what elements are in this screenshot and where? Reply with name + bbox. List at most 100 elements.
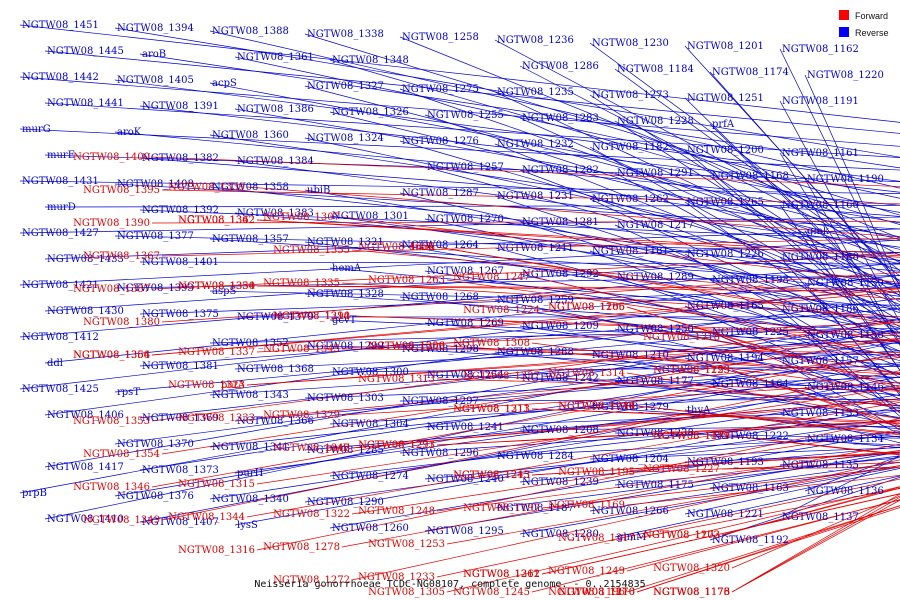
reverse-gene-label: NGTW08_1338 [307, 29, 384, 40]
reverse-gene-label: NGTW08_1340 [212, 494, 289, 505]
forward-gene-label: NGTW08_1312 [463, 569, 540, 580]
reverse-connector [304, 419, 900, 503]
reverse-gene-label: NGTW08_1259 [497, 295, 574, 306]
reverse-connector [114, 79, 900, 182]
reverse-gene-label: NGTW08_1260 [332, 523, 409, 534]
reverse-connector [114, 275, 900, 289]
forward-gene-label: NGTW08_1313 [358, 374, 435, 385]
forward-connector [256, 219, 900, 258]
reverse-connector [779, 152, 900, 347]
reverse-gene-label: NGTW08_1326 [332, 107, 409, 118]
forward-gene-label: NGTW08_1364 [73, 350, 150, 361]
forward-gene-label: NGTW08_1247 [453, 272, 530, 283]
reverse-connector [139, 53, 900, 169]
reverse-connector [709, 435, 900, 446]
reverse-gene-label: NGTW08_1239 [522, 477, 599, 488]
reverse-connector [329, 388, 900, 425]
forward-connector [436, 378, 900, 392]
forward-gene-label: NGTW08_1170 [558, 587, 635, 598]
forward-gene-label: NGTW08_1272 [273, 575, 350, 586]
reverse-connector [399, 296, 900, 356]
reverse-connector [139, 331, 900, 419]
legend-forward-swatch [839, 10, 849, 20]
forward-connector [246, 401, 900, 518]
forward-gene-label: NGTW08_1315 [178, 479, 255, 490]
reverse-connector [424, 374, 900, 389]
reverse-connector [139, 308, 900, 367]
forward-connector [541, 493, 900, 575]
reverse-connector [139, 157, 900, 217]
reverse-gene-label: NGTW08_1269 [427, 318, 504, 329]
reverse-gene-label: NGTW08_1382 [142, 153, 219, 164]
forward-connector [436, 478, 900, 578]
forward-gene-label: NGTW08_1173 [653, 587, 730, 598]
reverse-gene-label: NGTW08_1209 [522, 321, 599, 332]
reverse-gene-label: NGTW08_1238 [617, 428, 694, 439]
reverse-gene-label: NGTW08_1383 [237, 208, 314, 219]
reverse-connector [114, 183, 900, 230]
forward-gene-label: NGTW08_1294 [273, 311, 350, 322]
reverse-gene-label: NGTW08_1441 [47, 98, 124, 109]
reverse-gene-label: NGTW08_1343 [212, 390, 289, 401]
reverse-gene-label: hemA [332, 263, 362, 274]
forward-gene-label: NGTW08_1271 [358, 440, 435, 451]
forward-connector [626, 505, 900, 593]
forward-connector [731, 369, 900, 426]
reverse-gene-label: NGTW08_1392 [142, 205, 219, 216]
reverse-connector [304, 85, 900, 241]
reverse-gene-label: NGTW08_1321 [307, 237, 384, 248]
forward-gene-label: NGTW08_1256 [368, 341, 445, 352]
reverse-connector [614, 120, 900, 303]
forward-gene-label: NGTW08_1309 [368, 341, 445, 352]
forward-gene-label: NGTW08_1253 [368, 539, 445, 550]
forward-gene-label: NGTW08_1199 [653, 365, 730, 376]
reverse-gene-label: NGTW08_1301 [332, 211, 409, 222]
reverse-gene-label: NGTW08_1188 [782, 252, 859, 263]
reverse-gene-label: gmk [807, 226, 830, 237]
forward-connector [636, 488, 900, 539]
reverse-gene-label: NGTW08_1279 [592, 402, 669, 413]
reverse-connector [614, 172, 900, 328]
forward-gene-label: NGTW08_1263 [368, 275, 445, 286]
forward-connector [436, 450, 900, 512]
legend-reverse-label: Reverse [855, 28, 889, 38]
reverse-connector [114, 319, 900, 393]
forward-connector [636, 462, 900, 473]
reverse-gene-label: NGTW08_1268 [402, 292, 479, 303]
reverse-gene-label: NGTW08_1298 [402, 344, 479, 355]
reverse-connector [804, 74, 900, 288]
reverse-gene-label: NGTW08_1228 [617, 116, 694, 127]
forward-connector [246, 338, 900, 386]
reverse-gene-label: NGTW08_1133 [782, 408, 859, 419]
reverse-gene-label: NGTW08_1451 [22, 20, 99, 31]
reverse-connector [494, 351, 900, 396]
reverse-gene-label: NGTW08_1273 [592, 90, 669, 101]
reverse-gene-label: NGTW08_1430 [47, 306, 124, 317]
reverse-connector [234, 406, 900, 526]
reverse-gene-label: NGTW08_1328 [307, 289, 384, 300]
reverse-gene-label: NGTW08_1226 [687, 249, 764, 260]
forward-gene-label: NGTW08_1223 [653, 365, 730, 376]
forward-gene-label: NGTW08_1347 [273, 443, 350, 454]
forward-gene-label: NGTW08_1215 [453, 470, 530, 481]
reverse-connector [494, 39, 900, 256]
reverse-gene-label: NGTW08_1327 [307, 81, 384, 92]
forward-gene-label: NGTW08_1196 [548, 587, 625, 598]
reverse-gene-label: NGTW08_1388 [212, 26, 289, 37]
reverse-gene-label: NGTW08_1174 [712, 67, 789, 78]
forward-gene-label: NGTW08_1339 [168, 182, 245, 193]
forward-gene-label: NGTW08_1203 [643, 530, 720, 541]
forward-connector [721, 486, 900, 536]
reverse-connector [304, 189, 900, 287]
forward-gene-label: NGTW08_1387 [73, 284, 150, 295]
forward-connector [636, 405, 900, 436]
forward-gene-label: NGTW08_1346 [73, 482, 150, 493]
forward-gene-label: NGTW08_1367 [83, 251, 160, 262]
reverse-connector [804, 230, 900, 372]
reverse-connector [304, 33, 900, 216]
reverse-connector [589, 94, 900, 297]
forward-gene-label: NGTW08_1185 [548, 302, 625, 313]
reverse-gene-label: NGTW08_1163 [712, 483, 789, 494]
reverse-gene-label: NGTW08_1242 [522, 373, 599, 384]
reverse-connector [209, 134, 900, 237]
